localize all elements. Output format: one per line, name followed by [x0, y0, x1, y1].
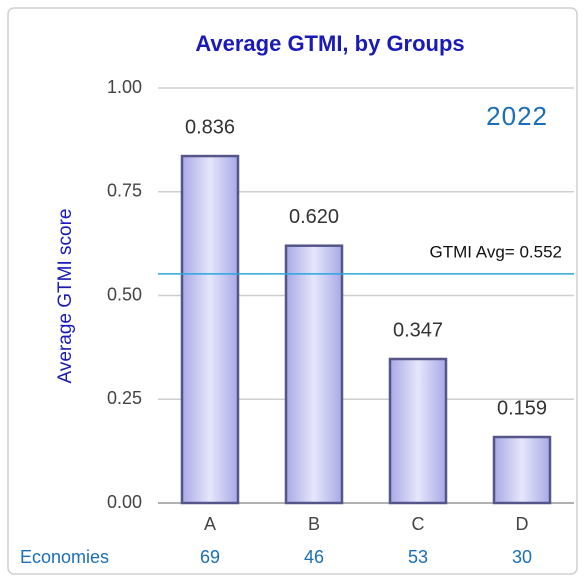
bar [388, 357, 448, 505]
data-label: 0.347 [393, 319, 443, 341]
bar [180, 154, 240, 505]
x-tick-label: C [412, 514, 425, 534]
year-annotation: 2022 [486, 101, 548, 131]
data-label: 0.159 [497, 397, 547, 419]
economies-count: 30 [512, 547, 532, 567]
bar [492, 435, 552, 505]
data-label: 0.620 [289, 206, 339, 228]
y-tick-label: 0.25 [107, 388, 142, 408]
y-tick-label: 1.00 [107, 77, 142, 97]
reference-label: GTMI Avg= 0.552 [430, 242, 562, 261]
bar [284, 244, 344, 505]
chart-title: Average GTMI, by Groups [195, 31, 464, 56]
economies-label: Economies [20, 547, 109, 567]
y-axis-label: Average GTMI score [55, 209, 76, 384]
y-tick-label: 0.75 [107, 181, 142, 201]
economies-count: 69 [200, 547, 220, 567]
x-tick-label: B [308, 514, 320, 534]
y-tick-label: 0.50 [107, 284, 142, 304]
economies-count: 53 [408, 547, 428, 567]
y-tick-label: 0.00 [107, 492, 142, 512]
x-tick-label: D [516, 514, 529, 534]
data-label: 0.836 [185, 116, 235, 138]
economies-count: 46 [304, 547, 324, 567]
x-tick-label: A [204, 514, 216, 534]
